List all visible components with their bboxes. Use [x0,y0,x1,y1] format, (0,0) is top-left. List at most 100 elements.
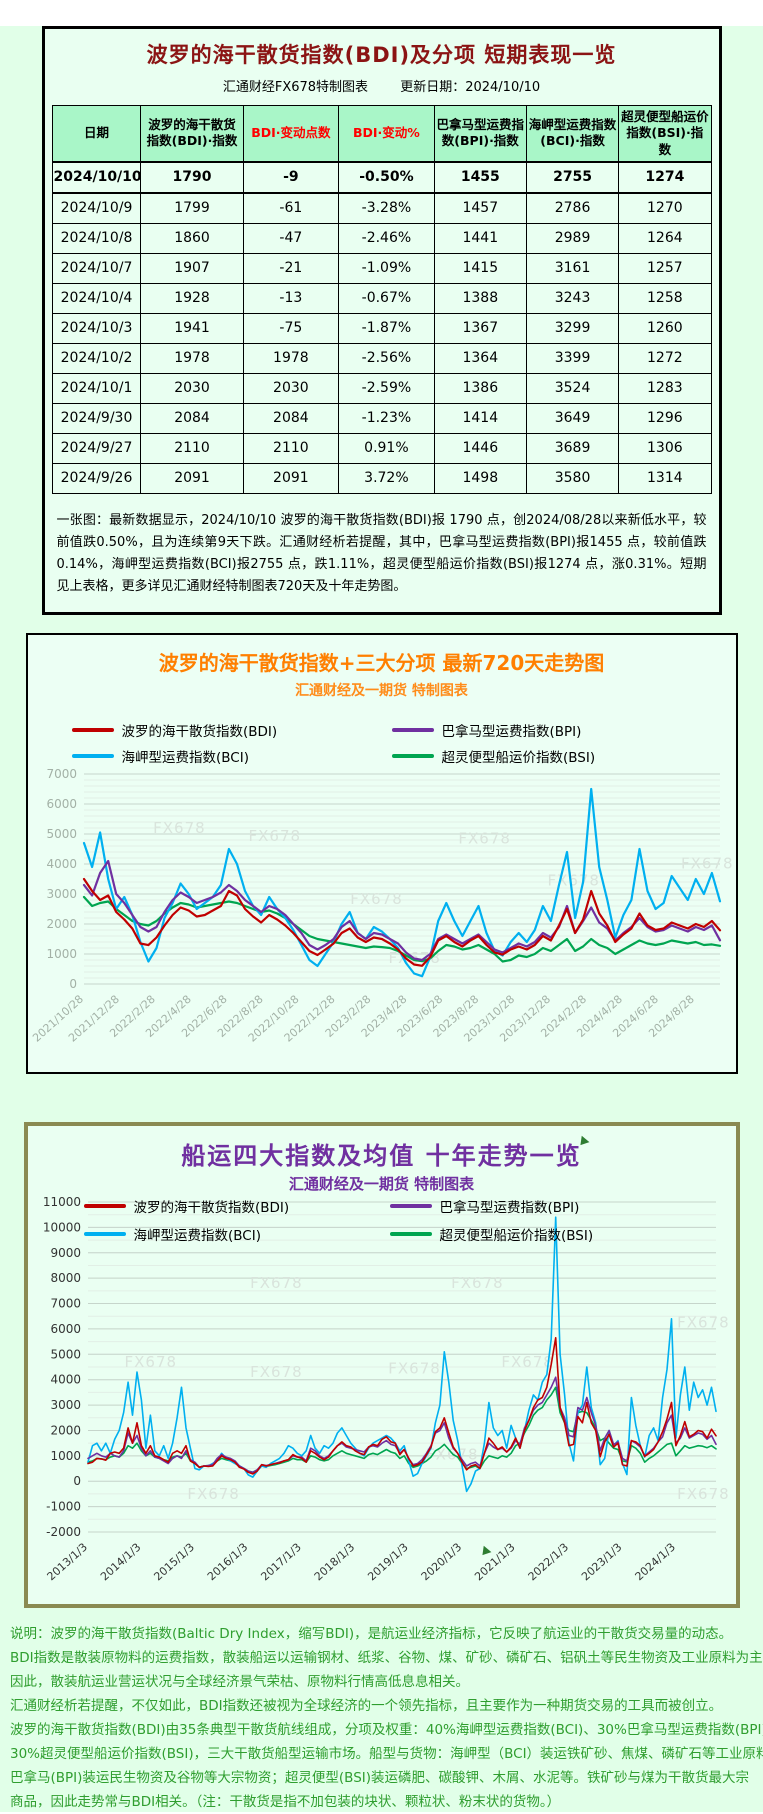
footer-line: 说明：波罗的海干散货指数(Baltic Dry Index，缩写BDI)，是航运… [10,1626,733,1643]
svg-text:2021/1/3: 2021/1/3 [472,1541,517,1584]
svg-text:4000: 4000 [50,1373,81,1387]
svg-text:FX678: FX678 [425,1446,478,1464]
legend-label: 波罗的海干散货指数(BDI) [121,724,278,741]
svg-text:-1000: -1000 [46,1500,81,1514]
table-cell: 2030 [140,372,244,404]
table-cell: 1790 [140,160,244,194]
svg-text:5000: 5000 [46,827,77,841]
table-cell: -61 [242,192,340,224]
table-cell: 2024/10/4 [51,282,142,314]
svg-text:2015/1/3: 2015/1/3 [151,1541,196,1584]
table-cell: 1415 [433,252,527,284]
svg-text:FX678: FX678 [124,1353,177,1371]
svg-text:3000: 3000 [50,1398,81,1412]
table-cell: 2024/10/8 [51,222,142,254]
svg-text:9000: 9000 [50,1246,81,1260]
legend-label: 巴拿马型运费指数(BPI) [441,724,582,741]
table-cell: -0.50% [338,160,435,194]
chart1-subtitle: 汇通财经及一期货 特制图表 [295,683,468,700]
svg-text:2013/1/3: 2013/1/3 [44,1541,89,1584]
legend-item-bsi: 超灵便型船运价指数(BSI) [389,1224,680,1245]
legend-item-bdi: 波罗的海干散货指数(BDI) [71,720,372,741]
table-cell: 3399 [525,342,620,374]
table-row: 2024/10/10 1790 -9 -0.50% 1455 2755 1274 [51,160,712,194]
footer-line: 汇通财经析若提醒，不仅如此，BDI指数还被视为全球经济的一个领先指标，且主要作为… [10,1698,723,1715]
svg-text:2019/1/3: 2019/1/3 [365,1541,410,1584]
bpi-line-icon [391,728,434,733]
table-cell: 1274 [618,160,712,194]
chart-10year-section: 船运四大指数及均值 十年走势一览 汇通财经及一期货 特制图表 波罗的海干散货指数… [23,1122,740,1609]
bci-line-icon [71,754,114,759]
table-cell: 0.91% [338,432,435,464]
table-cell: 1414 [433,402,527,434]
table-source: 汇通财经FX678特制图表 [222,80,369,95]
svg-text:1000: 1000 [46,947,77,961]
table-cell: -13 [242,282,340,314]
svg-text:FX678: FX678 [153,819,206,837]
table-cell: 2024/10/9 [51,192,142,224]
svg-text:3000: 3000 [46,887,77,901]
svg-text:FX678: FX678 [350,890,403,908]
svg-text:5000: 5000 [50,1347,81,1361]
table-cell: 3299 [525,312,620,344]
table-cell: 1388 [433,282,527,314]
legend-label: 超灵便型船运价指数(BSI) [441,750,596,767]
table-row: 2024/10/7 1907 -21 -1.09% 1415 3161 1257 [51,252,712,284]
table-cell: -9 [242,160,340,194]
table-cell: 2024/10/7 [51,252,142,284]
table-cell: 2084 [242,402,340,434]
legend-label: 超灵便型船运价指数(BSI) [439,1228,594,1245]
col-header-date: 日期 [51,104,142,163]
bdi-line-icon [71,728,114,733]
table-cell: 1941 [140,312,244,344]
table-cell: 2024/10/2 [51,342,142,374]
table-cell: 1367 [433,312,527,344]
svg-text:FX678: FX678 [248,827,301,845]
table-cell: 1928 [140,282,244,314]
svg-text:0: 0 [69,977,77,991]
col-header-bdi: 波罗的海干散货指数(BDI)·指数 [140,104,244,163]
table-title: 波罗的海干散货指数(BDI)及分项 短期表现一览 [146,43,617,67]
table-cell: 1441 [433,222,527,254]
svg-text:2000: 2000 [50,1424,81,1438]
svg-text:FX678: FX678 [451,1274,504,1292]
table-cell: 1270 [618,192,712,224]
footer-notes: 说明：波罗的海干散货指数(Baltic Dry Index，缩写BDI)，是航运… [10,1622,763,1814]
chart2-plot-area: 波罗的海干散货指数(BDI) 巴拿马型运费指数(BPI) 海岬型运费指数(BCI… [32,1194,732,1602]
chart2-title: 船运四大指数及均值 十年走势一览 [181,1142,582,1171]
legend-label: 海岬型运费指数(BCI) [133,1228,261,1245]
svg-text:2017/1/3: 2017/1/3 [258,1541,303,1584]
svg-text:7000: 7000 [50,1297,81,1311]
table-cell: -3.28% [338,192,435,224]
svg-text:4000: 4000 [46,857,77,871]
table-subtitle: 汇通财经FX678特制图表 更新日期：2024/10/10 [45,76,719,95]
table-row: 2024/9/30 2084 2084 -1.23% 1414 3649 1296 [51,402,712,434]
table-cell: -21 [242,252,340,284]
footer-line: BDI指数是散装原物料的运费指数，散装船运以运输钢材、纸浆、谷物、煤、矿砂、磷矿… [10,1650,763,1667]
svg-text:1000: 1000 [50,1449,81,1463]
summary-note: 一张图：最新数据显示，2024/10/10 波罗的海干散货指数(BDI)报 17… [56,512,707,595]
table-cell: -1.23% [338,402,435,434]
svg-text:2000: 2000 [46,917,77,931]
svg-text:FX678: FX678 [187,1485,240,1503]
table-cell: 1498 [433,462,527,494]
svg-text:10000: 10000 [42,1221,80,1235]
table-cell: -1.09% [338,252,435,284]
table-cell: -2.46% [338,222,435,254]
table-cell: 1306 [618,432,712,464]
svg-text:7000: 7000 [46,768,77,781]
svg-text:FX678: FX678 [677,1314,730,1332]
legend-item-bci: 海岬型运费指数(BCI) [71,746,372,766]
table-cell: -1.87% [338,312,435,344]
svg-text:6000: 6000 [50,1322,81,1336]
table-cell: 3243 [525,282,620,314]
col-header-bpi: 巴拿马型运费指数(BPI)·指数 [433,104,527,163]
table-cell: 1296 [618,402,712,434]
table-row: 2024/10/3 1941 -75 -1.87% 1367 3299 1260 [51,312,712,344]
chart2-legend: 波罗的海干散货指数(BDI) 巴拿马型运费指数(BPI) 海岬型运费指数(BCI… [83,1196,680,1245]
bdi-table-section: 波罗的海干散货指数(BDI)及分项 短期表现一览 汇通财经FX678特制图表 更… [41,26,722,616]
legend-item-bpi: 巴拿马型运费指数(BPI) [389,1196,680,1216]
table-cell: -0.67% [338,282,435,314]
table-cell: 1455 [433,160,527,194]
table-cell: 2024/10/1 [51,372,142,404]
